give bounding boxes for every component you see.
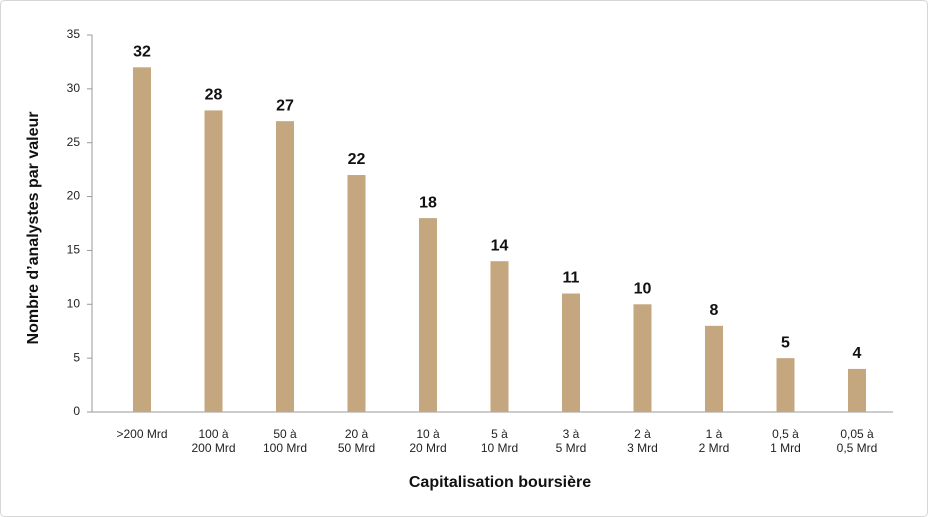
- y-tick-label: 5: [73, 350, 80, 364]
- x-tick-label: 200 Mrd: [191, 441, 235, 455]
- x-tick-label: 5 Mrd: [556, 441, 587, 455]
- y-tick-label: 20: [67, 189, 81, 203]
- bar: [133, 67, 151, 413]
- y-tick-label: 25: [67, 135, 81, 149]
- x-tick-label: 50 Mrd: [338, 441, 375, 455]
- x-tick-label: 2 à: [634, 427, 651, 441]
- x-tick-label: 0,5 à: [772, 427, 799, 441]
- value-label: 5: [781, 334, 790, 351]
- bar: [204, 110, 223, 413]
- x-axis-title: Capitalisation boursière: [409, 474, 591, 491]
- x-tick-label: 3 Mrd: [627, 441, 658, 455]
- y-tick-label: 0: [73, 404, 80, 418]
- x-tick-label: 2 Mrd: [699, 441, 730, 455]
- x-tick-label: 20 Mrd: [409, 441, 446, 455]
- x-tick-label: 100 à: [198, 427, 228, 441]
- bar: [776, 358, 795, 412]
- value-label: 28: [205, 87, 223, 104]
- bar: [490, 261, 509, 412]
- y-tick-label: 10: [67, 296, 81, 310]
- x-tick-label: 1 Mrd: [770, 441, 801, 455]
- bar: [347, 175, 366, 412]
- x-tick-label: 50 à: [273, 427, 297, 441]
- value-label: 4: [853, 345, 862, 362]
- x-tick-label: 0,5 Mrd: [837, 441, 878, 455]
- x-tick-label: 10 à: [416, 427, 440, 441]
- x-tick-label: 0,05 à: [840, 427, 874, 441]
- y-tick-label: 30: [67, 81, 81, 95]
- bar: [419, 218, 437, 412]
- bar: [705, 325, 723, 412]
- y-axis-title: Nombre d’analystes par valeur: [25, 112, 42, 345]
- value-label: 8: [710, 302, 719, 319]
- bar: [633, 304, 652, 412]
- y-tick-label: 35: [67, 27, 81, 41]
- value-label: 27: [276, 97, 294, 114]
- y-tick-label: 15: [67, 243, 81, 257]
- value-label: 22: [348, 151, 366, 168]
- x-tick-label: 3 à: [563, 427, 580, 441]
- bar: [848, 368, 866, 412]
- value-label: 32: [133, 44, 151, 61]
- value-label: 10: [634, 281, 652, 298]
- x-tick-label: >200 Mrd: [116, 427, 167, 441]
- bar: [276, 121, 294, 413]
- value-label: 11: [563, 270, 580, 287]
- value-label: 18: [419, 194, 437, 211]
- value-label: 14: [491, 237, 509, 254]
- bar: [562, 293, 580, 412]
- x-tick-label: 20 à: [345, 427, 369, 441]
- x-tick-label: 1 à: [706, 427, 723, 441]
- x-tick-label: 100 Mrd: [263, 441, 307, 455]
- x-tick-label: 10 Mrd: [481, 441, 518, 455]
- x-tick-label: 5 à: [491, 427, 508, 441]
